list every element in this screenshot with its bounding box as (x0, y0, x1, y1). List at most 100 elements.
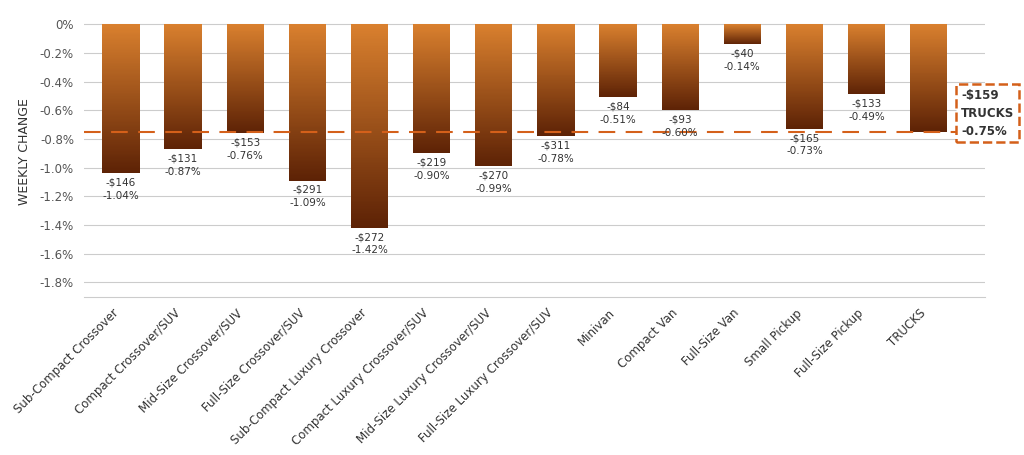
Bar (102, 78, 139, 79)
Bar (910, 94, 947, 95)
Bar (475, 51, 512, 53)
Bar (102, 86, 139, 88)
Bar (785, 60, 823, 61)
Bar (351, 123, 388, 124)
Bar (785, 127, 823, 128)
Bar (848, 48, 885, 49)
Bar (165, 99, 202, 100)
Bar (599, 90, 637, 91)
Bar (413, 26, 451, 27)
Bar (785, 52, 823, 53)
Bar (226, 43, 264, 44)
Bar (102, 144, 139, 145)
Bar (538, 84, 574, 85)
Bar (289, 104, 326, 105)
Bar (289, 93, 326, 95)
Bar (475, 157, 512, 158)
Bar (289, 131, 326, 132)
Bar (165, 49, 202, 50)
Bar (226, 71, 264, 72)
Bar (785, 35, 823, 36)
Bar (226, 101, 264, 102)
Bar (226, 98, 264, 99)
Bar (351, 187, 388, 189)
Bar (475, 88, 512, 89)
Bar (475, 114, 512, 115)
Bar (226, 60, 264, 61)
Bar (226, 84, 264, 85)
Bar (785, 88, 823, 89)
Bar (413, 95, 451, 96)
Bar (102, 153, 139, 155)
Bar (413, 88, 451, 89)
Bar (538, 64, 574, 65)
Bar (599, 87, 637, 88)
Bar (662, 24, 698, 25)
Bar (165, 96, 202, 97)
Bar (102, 64, 139, 65)
Bar (226, 112, 264, 113)
Bar (910, 34, 947, 35)
Bar (848, 91, 885, 92)
Bar (165, 117, 202, 118)
Bar (413, 39, 451, 40)
Bar (413, 51, 451, 52)
Bar (599, 85, 637, 86)
Bar (165, 121, 202, 122)
Text: -$40
-0.14%: -$40 -0.14% (724, 49, 761, 72)
Bar (165, 133, 202, 134)
Bar (475, 47, 512, 48)
Bar (785, 55, 823, 56)
Bar (165, 74, 202, 75)
Bar (662, 94, 698, 95)
Bar (226, 132, 264, 133)
Bar (538, 81, 574, 82)
Bar (785, 92, 823, 93)
Bar (785, 79, 823, 80)
Bar (413, 90, 451, 91)
Bar (413, 83, 451, 85)
Bar (848, 52, 885, 53)
Bar (910, 125, 947, 126)
Bar (351, 89, 388, 91)
Bar (662, 39, 698, 40)
Bar (785, 71, 823, 72)
Bar (475, 163, 512, 164)
Bar (662, 65, 698, 66)
Bar (599, 75, 637, 76)
Bar (351, 80, 388, 82)
Bar (165, 83, 202, 85)
Bar (538, 134, 574, 135)
Bar (102, 156, 139, 157)
Bar (538, 95, 574, 96)
Bar (351, 177, 388, 179)
Bar (351, 50, 388, 51)
Bar (165, 95, 202, 96)
Bar (848, 74, 885, 75)
Bar (910, 63, 947, 64)
Bar (599, 34, 637, 35)
Bar (351, 138, 388, 140)
Bar (599, 46, 637, 47)
Bar (475, 128, 512, 130)
Bar (165, 139, 202, 140)
Bar (226, 26, 264, 27)
Bar (226, 94, 264, 95)
Bar (226, 49, 264, 50)
Bar (351, 91, 388, 92)
Bar (910, 108, 947, 109)
Bar (848, 61, 885, 62)
Bar (351, 111, 388, 112)
Bar (785, 113, 823, 114)
Bar (102, 132, 139, 134)
Bar (785, 120, 823, 121)
Bar (289, 28, 326, 30)
Bar (785, 50, 823, 51)
Bar (165, 100, 202, 101)
Bar (413, 141, 451, 142)
Bar (785, 56, 823, 57)
Bar (662, 63, 698, 64)
Bar (538, 41, 574, 42)
Bar (848, 75, 885, 76)
Bar (599, 80, 637, 81)
